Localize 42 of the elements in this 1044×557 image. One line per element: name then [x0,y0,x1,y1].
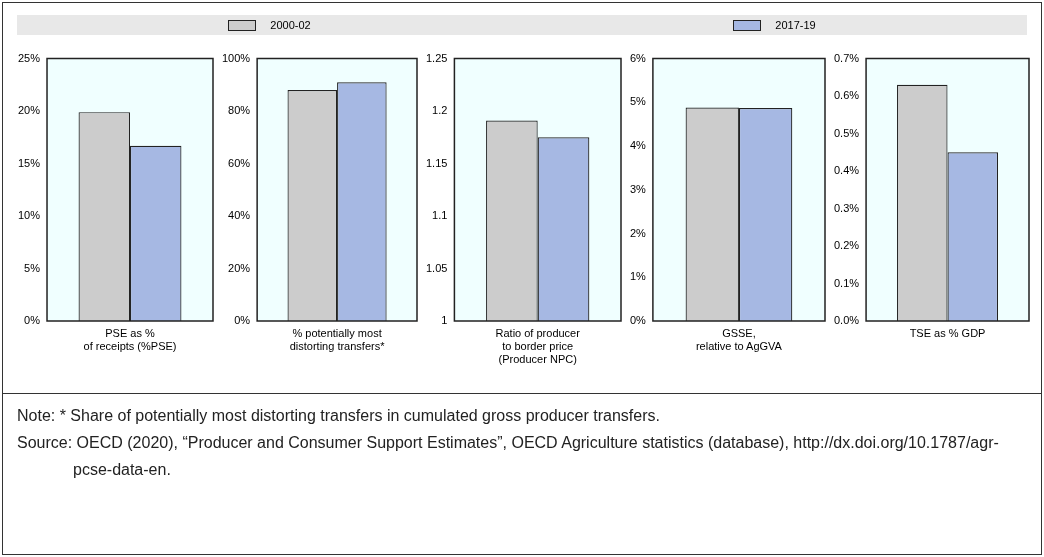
y-tick-label: 100% [221,51,251,64]
legend-label: 2017-19 [775,19,816,31]
y-tick-label: 0% [24,314,41,327]
y-tick-label: 0.3% [833,201,860,214]
text: 2000-02 [270,19,311,31]
text: Note: * Share of potentially most distorting transfers in cumulated gross producer transfers. [17,406,661,426]
y-tick-label: 0.2% [833,239,860,252]
y-tick-label: 6% [629,51,647,64]
y-tick-label: 4% [629,139,647,152]
y-tick-label: 20% [228,261,251,274]
y-tick-label: 5% [24,261,41,274]
y-tick-label: 0.0% [833,314,860,327]
y-tick-label: 40% [228,209,251,222]
y-tick-label: 1.25 [425,51,448,64]
source-note: Source: OECD (2020), “Producer and Consumer Support Estimates”, OECD Agriculture statistics (database), http://dx.doi.org/10.1787/agr-pcse-data-en. [17,433,1000,480]
y-tick-label: 1.15 [425,156,448,169]
x-tick-label: % potentially most distorting transfers* [289,326,386,352]
y-tick-label: 15% [17,156,41,169]
y-tick-label: 1% [629,270,647,283]
y-tick-label: 2% [629,226,647,239]
x-tick-label: TSE as % GDP [909,326,986,339]
y-tick-label: 20% [17,104,41,117]
y-tick-label: 0% [234,314,251,327]
y-tick-label: 1.05 [425,261,448,274]
y-tick-label: 0.6% [833,89,860,102]
y-tick-label: 60% [228,156,251,169]
y-tick-label: 0.5% [833,126,860,139]
y-tick-label: 1.2 [432,104,448,117]
x-tick-label: GSSE, relative to AgGVA [695,326,783,352]
y-tick-label: 5% [629,95,647,108]
y-tick-label: 80% [228,104,251,117]
y-tick-label: 1 [441,314,448,327]
x-tick-label: PSE as % of receipts (%PSE) [83,326,177,352]
x-tick-label: Ratio of producer to border price (Producer NPC) [495,326,581,366]
y-tick-label: 1.1 [432,209,448,222]
y-tick-label: 0% [629,314,647,327]
y-tick-label: 0.1% [833,276,860,289]
y-tick-label: 3% [629,182,647,195]
y-tick-label: 0.7% [833,51,860,64]
y-tick-label: 10% [17,209,41,222]
y-tick-label: 25% [17,51,41,64]
y-tick-label: 0.4% [833,164,860,177]
